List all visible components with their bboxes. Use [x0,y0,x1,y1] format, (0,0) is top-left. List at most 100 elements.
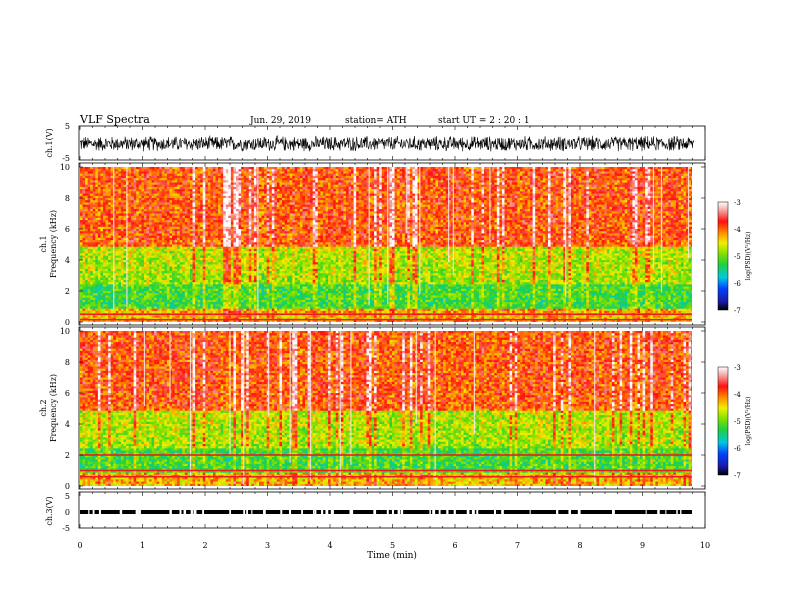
spectrogram-cell [218,302,221,305]
spectrogram-cell [141,256,144,259]
spectrogram-cell [208,185,211,188]
spectrogram-cell [239,189,242,192]
spectrogram-cell [187,247,190,250]
spectrogram-cell [162,287,165,290]
spectrogram-cell [249,287,252,290]
spectrogram-cell [85,287,88,290]
spectrogram-cell [172,282,175,285]
spectrogram-cell [131,205,134,208]
spectrogram-cell [106,287,109,290]
spectrogram-cell [139,282,142,285]
spectrogram-cell [85,189,88,192]
spectrogram-cell [123,293,126,296]
spectrogram-cell [190,271,193,274]
spectrogram-cell [98,240,101,243]
spectrogram-cell [241,271,244,274]
spectrogram-cell [216,251,219,254]
spectrogram-cell [172,209,175,212]
spectrogram-cell [162,302,165,305]
spectrogram-cell [180,287,183,290]
spectrogram-cell [190,225,193,228]
spectrogram-cell [167,194,170,197]
spectrogram-cell [154,278,157,281]
spectrogram-cell [134,178,137,181]
spectrogram-cell [90,251,93,254]
spectrogram-cell [162,169,165,172]
spectrogram-cell [172,240,175,243]
spectrogram-cell [198,267,201,270]
spectrogram-cell [123,209,126,212]
spectrogram-cell [218,200,221,203]
spectrogram-cell [233,209,236,212]
spectrogram-cell [190,278,193,281]
spectrogram-cell [187,256,190,259]
spectrogram-cell [85,256,88,259]
spectrogram-cell [254,225,257,228]
spectrogram-cell [221,293,224,296]
spectrogram-cell [195,194,198,197]
spectrogram-cell [254,220,257,223]
spectrogram-cell [116,247,119,250]
spectrogram-cell [205,216,208,219]
spectrogram-cell [193,236,196,239]
spectrogram-cell [185,194,188,197]
spectrogram-cell [80,225,83,228]
spectrogram-cell [251,236,254,239]
spectrogram-cell [216,205,219,208]
spectrogram-cell [108,302,111,305]
spectrogram-cell [228,216,231,219]
spectrogram-cell [198,231,201,234]
spectrogram-cell [154,216,157,219]
spectrogram-cell [185,185,188,188]
spectrogram-cell [118,185,121,188]
spectrogram-cell [216,194,219,197]
spectrogram-cell [216,200,219,203]
spectrogram-cell [170,282,173,285]
spectrogram-cell [85,240,88,243]
spectrogram-cell [170,178,173,181]
spectrogram-cell [134,200,137,203]
spectrogram-cell [198,189,201,192]
spectrogram-cell [226,293,229,296]
spectrogram-cell [121,271,124,274]
spectrogram-cell [106,174,109,177]
spectrogram-cell [88,169,91,172]
spectrogram-cell [152,216,155,219]
spectrogram-cell [170,185,173,188]
spectrogram-cell [228,256,231,259]
spectrogram-cell [251,169,254,172]
spectrogram-cell [154,200,157,203]
spectrogram-cell [118,220,121,223]
spectrogram-cell [203,231,206,234]
spectrogram-cell [187,174,190,177]
spectrogram-cell [98,282,101,285]
spectrogram-cell [254,169,257,172]
spectrogram-cell [187,178,190,181]
spectrogram-cell [182,225,185,228]
spectrogram-cell [180,178,183,181]
spectrogram-cell [172,278,175,281]
spectrogram-cell [226,209,229,212]
spectrogram-cell [241,189,244,192]
spectrogram-cell [100,174,103,177]
spectrogram-cell [108,262,111,265]
spectrogram-cell [185,240,188,243]
spectrogram-cell [157,247,160,250]
ch1-ylabel: ch.1(V) [45,128,54,157]
spectrogram-cell [177,302,180,305]
spectrogram-cell [129,220,132,223]
spectrogram-cell [85,205,88,208]
spectrogram-cell [254,251,257,254]
spectrogram-cell [226,220,229,223]
spectrogram-cell [90,194,93,197]
spectrogram-cell [164,302,167,305]
spectrogram-cell [223,282,226,285]
spectrogram-cell [141,225,144,228]
spectrogram-cell [203,225,206,228]
spectrogram-cell [233,302,236,305]
spectrogram-cell [182,178,185,181]
spectrogram-cell [226,189,229,192]
spectrogram-cell [216,262,219,265]
spectrogram-cell [246,169,249,172]
spectrogram-cell [233,189,236,192]
